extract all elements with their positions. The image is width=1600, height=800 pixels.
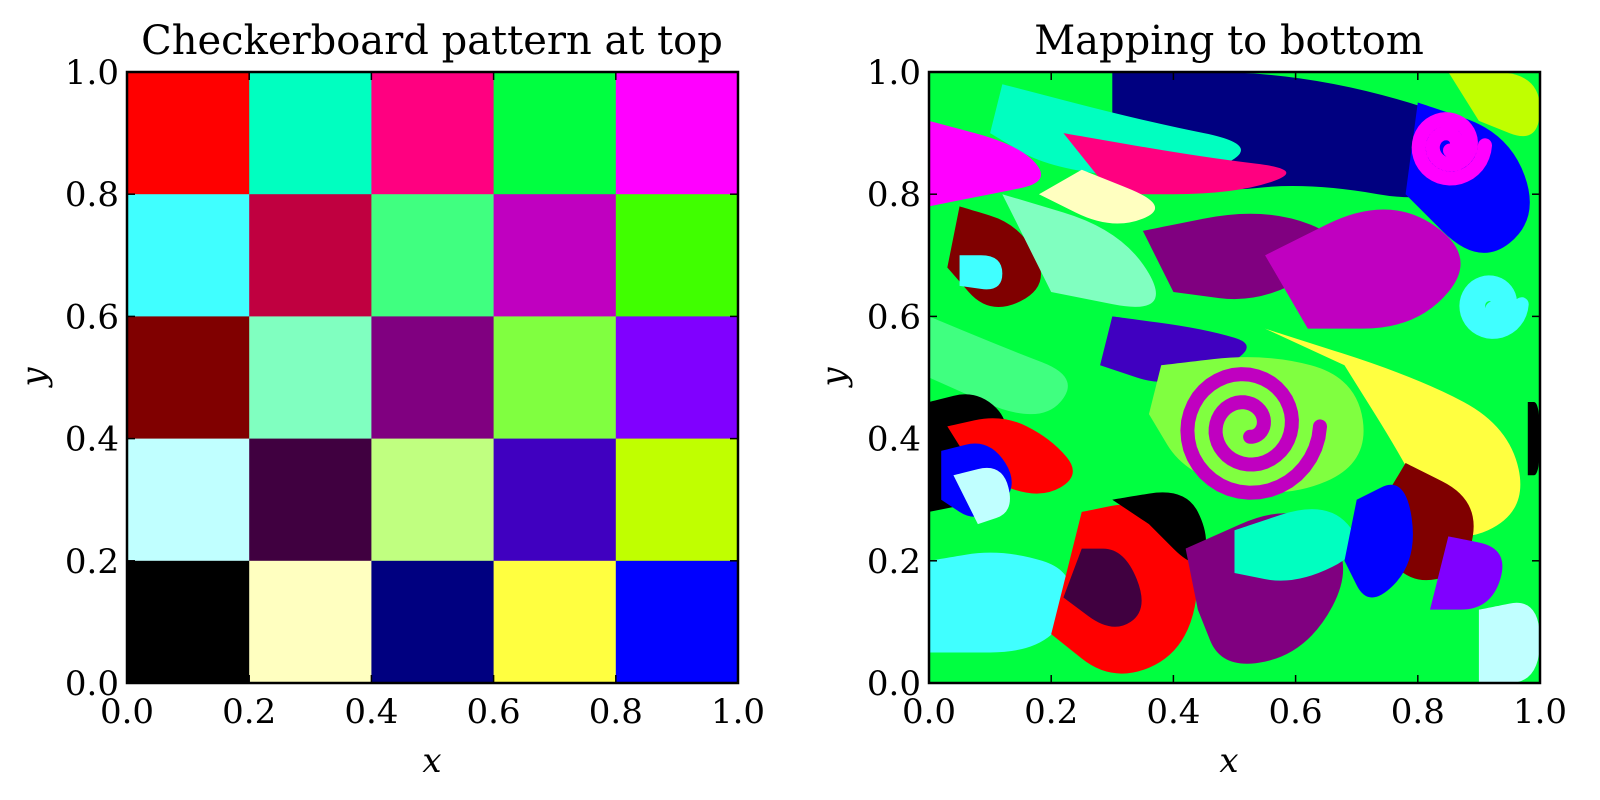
right-ticks: 0.0 0.2 0.4 0.6 0.8 1.0 0.0 0.2 0.4 0.6 0.8 1.0	[867, 53, 1567, 732]
right-xtick-label-2: 0.4	[1146, 692, 1200, 732]
left-xtick-label-0: 0.0	[100, 692, 154, 732]
right-xtick-label-3: 0.6	[1269, 692, 1323, 732]
mapped-region-29	[1478, 602, 1540, 683]
left-panel: Checkerboard pattern at top 0.0 0.2 0.4 0.6…	[14, 18, 765, 781]
left-checkerboard	[127, 72, 739, 684]
checker-cell-20	[127, 560, 250, 684]
checker-cell-4	[615, 72, 739, 195]
mapped-region-22	[929, 552, 1071, 653]
mapped-region-28	[1344, 484, 1413, 598]
checker-cell-16	[249, 438, 372, 562]
checker-cell-7	[371, 194, 495, 317]
left-xlabel: x	[422, 741, 441, 781]
mapped-region-24	[1063, 548, 1142, 627]
mapped-region-3	[1038, 169, 1156, 224]
left-ytick-label-1: 0.2	[65, 542, 119, 582]
mapped-region-15	[1265, 328, 1521, 536]
right-ytick-label-3: 0.6	[867, 297, 921, 337]
checker-cell-11	[249, 316, 372, 440]
right-ytick-label-5: 1.0	[867, 53, 921, 93]
checker-cell-23	[493, 560, 617, 684]
checker-cell-12	[371, 316, 495, 440]
mapped-region-7	[1002, 194, 1156, 307]
right-xtick-label-5: 1.0	[1513, 692, 1567, 732]
mapped-region-4	[929, 120, 1042, 207]
checker-cell-18	[493, 438, 617, 562]
right-ylabel: y	[814, 367, 854, 389]
left-ylabel: y	[14, 367, 54, 389]
left-ytick-label-4: 0.8	[65, 175, 119, 215]
right-mapping-regions	[929, 72, 1540, 683]
left-xtick-label-2: 0.4	[344, 692, 398, 732]
mapped-region-25	[1112, 492, 1206, 563]
right-ytick-label-4: 0.8	[867, 175, 921, 215]
mapped-region-21	[953, 467, 1010, 525]
left-ytick-label-5: 1.0	[65, 53, 119, 93]
mapped-region-2	[1063, 133, 1287, 195]
checker-cell-21	[249, 560, 372, 684]
mapped-spiral-0	[1180, 367, 1327, 500]
left-chart-title: Checkerboard pattern at top	[141, 18, 723, 64]
right-ytick-label-2: 0.4	[867, 420, 921, 460]
right-ytick-label-1: 0.2	[867, 542, 921, 582]
mapped-spiral-1	[1411, 112, 1492, 186]
left-ytick-label-3: 0.6	[65, 297, 119, 337]
mapped-region-12	[929, 316, 1068, 415]
left-ytick-label-2: 0.4	[65, 420, 119, 460]
right-xlabel: x	[1219, 741, 1238, 781]
left-ytick-label-0: 0.0	[65, 664, 119, 704]
mapped-region-27	[1234, 509, 1356, 581]
mapped-region-9	[1265, 209, 1461, 329]
right-panel: Mapping to bottom 0.0 0.2 0.4 0.6 0.8 1.00.00…	[814, 18, 1567, 781]
checker-cell-24	[615, 560, 739, 684]
mapped-spiral-2	[1459, 275, 1529, 339]
checker-cell-15	[127, 438, 250, 562]
mapped-region-11	[1448, 72, 1540, 137]
checker-cell-13	[493, 316, 617, 440]
checker-cell-19	[615, 438, 739, 562]
checker-cell-9	[615, 194, 739, 317]
checker-cell-0	[127, 72, 250, 195]
right-xtick-label-1: 0.2	[1024, 692, 1078, 732]
left-ticks: 0.0 0.2 0.4 0.6 0.8 1.0 0.0 0.2 0.4 0.6 0.8 1.0	[65, 53, 765, 732]
right-chart-title: Mapping to bottom	[1034, 18, 1424, 64]
left-xtick-label-5: 1.0	[711, 692, 765, 732]
mapped-region-6	[959, 255, 1003, 290]
checker-cell-8	[493, 194, 617, 317]
checker-cell-14	[615, 316, 739, 440]
checker-cell-1	[249, 72, 372, 195]
checker-cell-6	[249, 194, 372, 317]
checker-cell-2	[371, 72, 495, 195]
mapped-region-17	[1430, 536, 1503, 610]
checker-cell-17	[371, 438, 495, 562]
checker-cell-3	[493, 72, 617, 195]
left-xtick-label-4: 0.8	[589, 692, 643, 732]
right-ytick-label-0: 0.0	[867, 664, 921, 704]
right-axes-frame	[927, 70, 1542, 685]
checker-cell-10	[127, 316, 250, 440]
right-xtick-label-4: 0.8	[1391, 692, 1445, 732]
right-xtick-label-0: 0.0	[902, 692, 956, 732]
left-xtick-label-1: 0.2	[222, 692, 276, 732]
checker-cell-22	[371, 560, 495, 684]
left-xtick-label-3: 0.6	[467, 692, 521, 732]
checker-cell-5	[127, 194, 250, 317]
left-axes-frame	[125, 70, 740, 685]
